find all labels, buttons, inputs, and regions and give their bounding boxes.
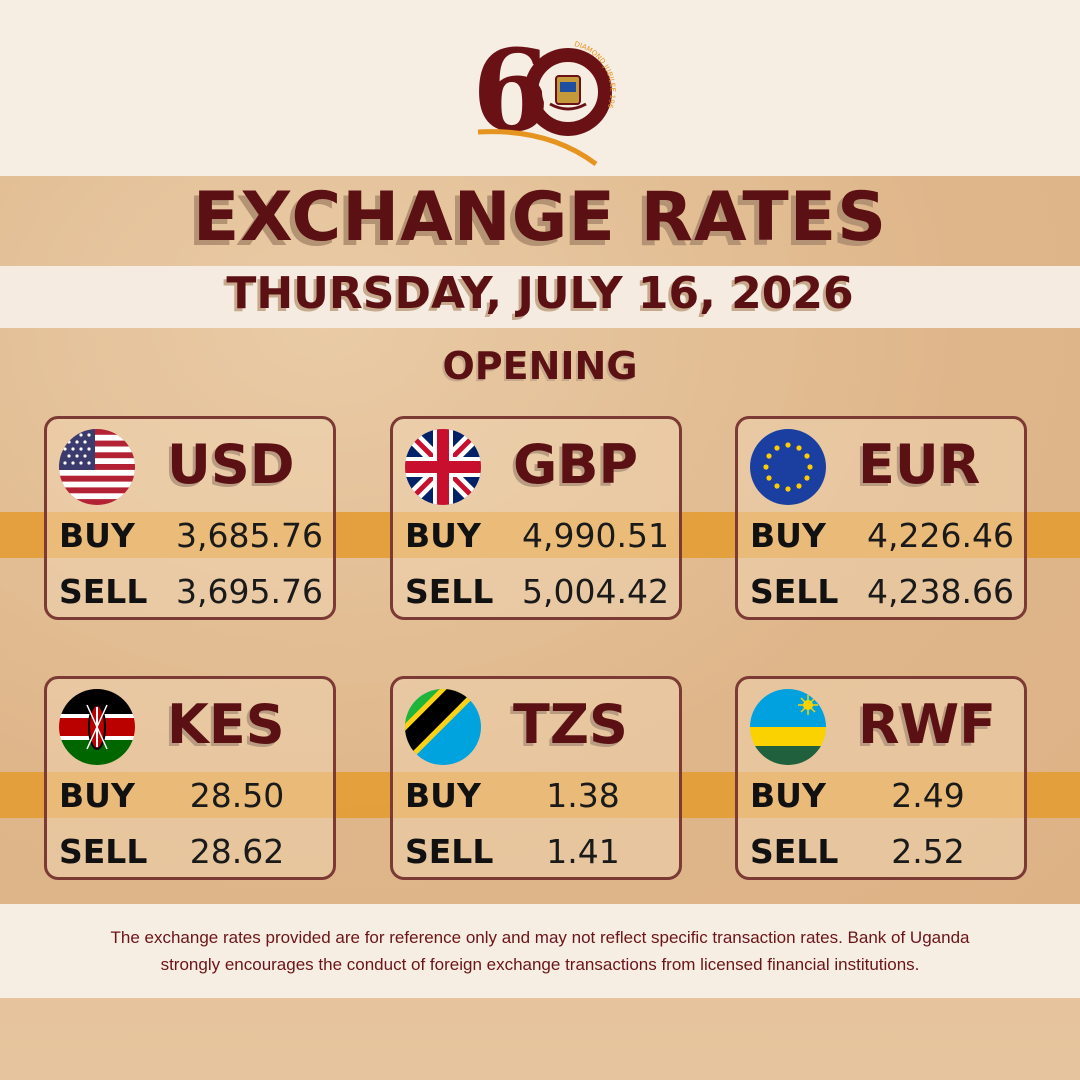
sell-label: SELL: [59, 832, 148, 871]
currency-code: USD: [167, 433, 295, 496]
buy-label: BUY: [59, 776, 135, 815]
sell-label: SELL: [750, 572, 839, 611]
currency-card-usd: USD BUY 3,685.76 SELL 3,695.76: [44, 416, 336, 620]
currency-card-eur: EUR BUY 4,226.46 SELL 4,238.66: [735, 416, 1027, 620]
uk-flag-icon: [405, 429, 481, 505]
currency-code: TZS: [513, 693, 628, 756]
sell-rate: 5,004.42: [522, 572, 669, 611]
session-label: OPENING: [442, 344, 638, 388]
currency-code: EUR: [858, 433, 981, 496]
disclaimer-line: The exchange rates provided are for refe…: [110, 928, 970, 947]
rwanda-flag-icon: [750, 689, 826, 765]
sell-rate: 3,695.76: [176, 572, 323, 611]
currency-code: KES: [167, 693, 285, 756]
currency-card-kes: KES BUY 28.50 SELL 28.62: [44, 676, 336, 880]
tanzania-flag-icon: [405, 689, 481, 765]
currency-code: GBP: [513, 433, 639, 496]
date-band: [0, 266, 1080, 328]
buy-label: BUY: [750, 516, 826, 555]
diamond-jubilee-logo: 6 DIAMOND JUBILEE 1966 - 2026: [466, 16, 618, 172]
buy-label: BUY: [405, 776, 481, 815]
buy-rate: 3,685.76: [176, 516, 323, 555]
page-title: EXCHANGE RATES: [192, 178, 888, 257]
sell-rate: 28.62: [189, 832, 285, 871]
sell-rate: 2.52: [891, 832, 965, 871]
buy-rate: 1.38: [546, 776, 620, 815]
buy-label: BUY: [405, 516, 481, 555]
currency-code: RWF: [858, 693, 997, 756]
buy-rate: 28.50: [189, 776, 285, 815]
sell-rate: 4,238.66: [867, 572, 1014, 611]
eu-flag-icon: [750, 429, 826, 505]
buy-rate: 4,990.51: [522, 516, 669, 555]
kenya-flag-icon: [59, 689, 135, 765]
disclaimer-line: strongly encourages the conduct of forei…: [160, 955, 920, 974]
disclaimer: The exchange rates provided are for refe…: [60, 924, 1020, 978]
currency-card-tzs: TZS BUY 1.38 SELL 1.41: [390, 676, 682, 880]
currency-card-gbp: GBP BUY 4,990.51 SELL 5,004.42: [390, 416, 682, 620]
buy-rate: 2.49: [891, 776, 965, 815]
buy-rate: 4,226.46: [867, 516, 1014, 555]
buy-label: BUY: [750, 776, 826, 815]
buy-label: BUY: [59, 516, 135, 555]
sell-label: SELL: [750, 832, 839, 871]
header-band: [0, 0, 1080, 176]
sell-label: SELL: [405, 572, 494, 611]
currency-card-rwf: RWF BUY 2.49 SELL 2.52: [735, 676, 1027, 880]
sell-label: SELL: [405, 832, 494, 871]
sell-label: SELL: [59, 572, 148, 611]
rate-date: THURSDAY, JULY 16, 2026: [226, 268, 854, 319]
sell-rate: 1.41: [546, 832, 620, 871]
us-flag-icon: [59, 429, 135, 505]
footer-band: [0, 904, 1080, 998]
